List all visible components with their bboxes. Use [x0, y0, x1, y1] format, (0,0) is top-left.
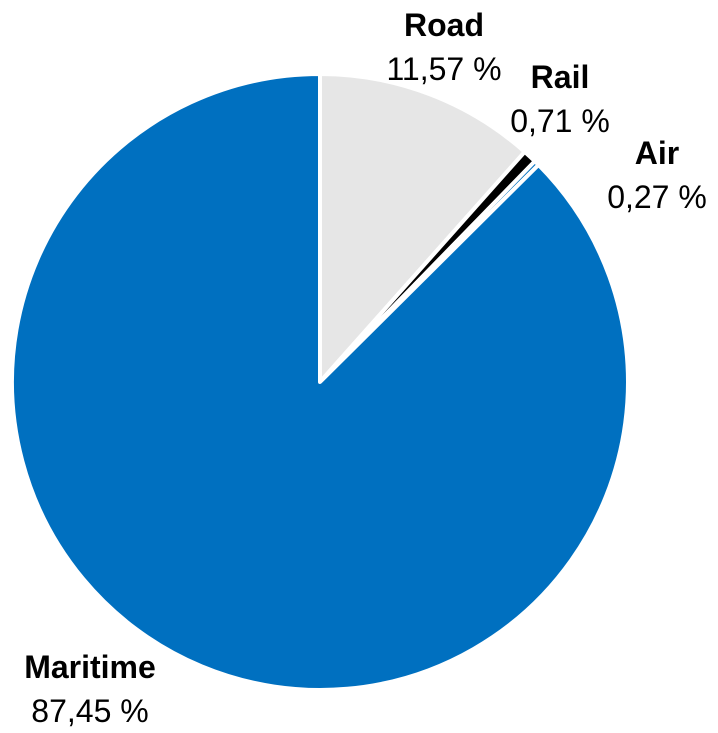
- label-road: Road 11,57 %: [386, 7, 501, 87]
- label-road-name: Road: [404, 7, 484, 43]
- label-air-value: 0,27 %: [607, 179, 707, 215]
- pie-slice-road: [318, 72, 527, 384]
- label-maritime-value: 87,45 %: [31, 693, 148, 729]
- label-air-name: Air: [635, 135, 679, 171]
- pie-slice-maritime: [10, 72, 630, 692]
- pie-slices: [10, 72, 630, 692]
- label-road-value: 11,57 %: [386, 51, 501, 87]
- label-rail-value: 0,71 %: [510, 103, 610, 139]
- label-maritime-name: Maritime: [24, 649, 156, 685]
- label-air: Air 0,27 %: [607, 135, 707, 215]
- label-maritime: Maritime 87,45 %: [24, 649, 156, 729]
- label-rail-name: Rail: [531, 59, 590, 95]
- label-rail: Rail 0,71 %: [510, 59, 610, 139]
